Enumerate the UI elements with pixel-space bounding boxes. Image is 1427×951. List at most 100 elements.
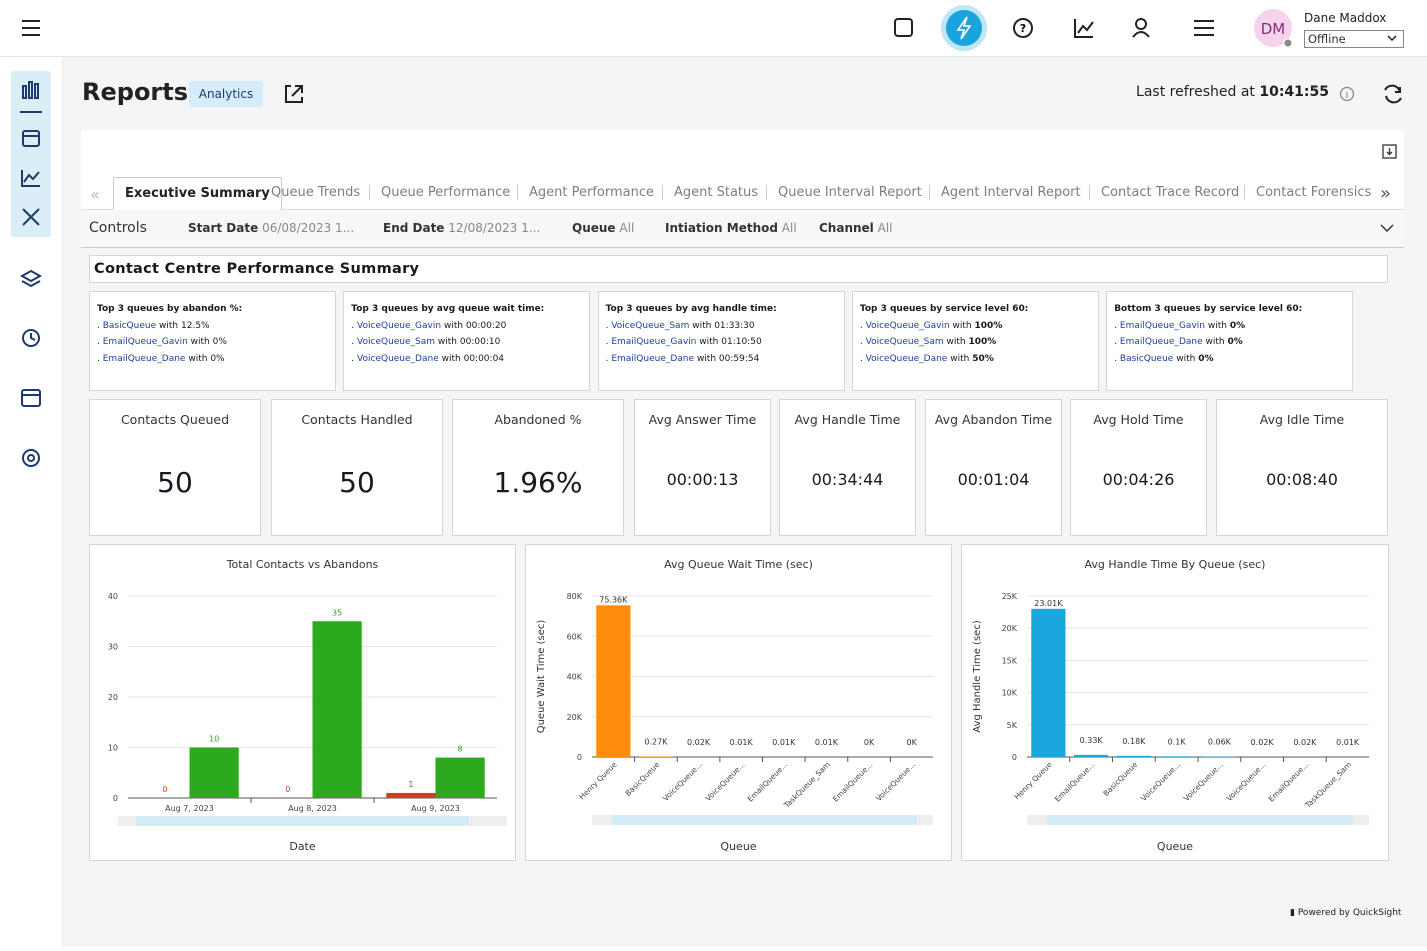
summary-connector: with <box>1206 337 1225 347</box>
filter[interactable]: Start Date 06/08/2023 1... <box>188 221 354 235</box>
summary-queue[interactable]: VoiceQueue_Sam <box>357 337 435 347</box>
y-tick-label: 80K <box>567 592 583 601</box>
report-tab[interactable]: Queue Trends <box>270 177 361 209</box>
summary-heading: Bottom 3 queues by service level 60: <box>1114 301 1345 318</box>
menu-button[interactable] <box>22 21 40 35</box>
tab-separator <box>517 185 518 200</box>
users-icon[interactable] <box>1136 19 1146 29</box>
footer-text: Powered by QuickSight <box>1298 908 1402 918</box>
summary-value: 50% <box>972 354 994 364</box>
filter[interactable]: Queue All <box>572 221 634 235</box>
summary-item: . VoiceQueue_Dane with 00:00:04 <box>351 351 582 368</box>
kpi-label: Contacts Handled <box>272 412 442 427</box>
summary-value: 12.5% <box>181 321 210 331</box>
summary-queue[interactable]: VoiceQueue_Dane <box>866 354 948 364</box>
svg-text:?: ? <box>1020 22 1026 35</box>
filter-value: 06/08/2023 1... <box>262 221 354 235</box>
data-label: 0.06K <box>1208 738 1232 747</box>
data-label: 0 <box>285 785 290 794</box>
kpi-card: Contacts Handled50 <box>271 399 443 536</box>
refresh-status: Last refreshed at 10:41:55 <box>1100 84 1329 100</box>
x-tick-label: Aug 9, 2023 <box>411 804 460 813</box>
summary-item: . VoiceQueue_Sam with 100% <box>860 334 1091 351</box>
open-external-icon[interactable] <box>282 82 306 106</box>
summary-value: 100% <box>969 337 997 347</box>
chart-card: Total Contacts vs AbandonsDate0102030400… <box>89 544 516 861</box>
filter[interactable]: Channel All <box>819 221 893 235</box>
report-tab[interactable]: Agent Status <box>673 177 759 209</box>
window-icon[interactable] <box>22 390 40 406</box>
settings-sliders-icon[interactable] <box>1194 21 1214 35</box>
data-label: 0 <box>162 785 167 794</box>
summary-item: . EmailQueue_Gavin with 01:10:50 <box>606 334 837 351</box>
report-tab[interactable]: Queue Interval Report <box>777 177 923 209</box>
report-tab[interactable]: Agent Interval Report <box>940 177 1082 209</box>
kpi-value: 1.96% <box>453 466 623 499</box>
filter-name: Queue <box>572 221 616 235</box>
kpi-value: 00:34:44 <box>780 470 915 489</box>
kpi-card: Avg Handle Time00:34:44 <box>779 399 916 536</box>
data-label: 75.36K <box>599 595 628 604</box>
notes-icon[interactable] <box>895 19 912 36</box>
tabs-scroll-left[interactable]: « <box>90 185 100 204</box>
summary-value: 0% <box>1230 321 1245 331</box>
top-icons: ? DM Dane Maddox Offline <box>0 0 1427 56</box>
x-tick-label: VoiceQueue... <box>874 760 917 803</box>
summary-queue[interactable]: BasicQueue <box>1120 354 1173 364</box>
bar <box>436 758 485 798</box>
data-label: 1 <box>408 780 413 789</box>
report-tab[interactable]: Executive Summary <box>113 177 282 210</box>
filter[interactable]: End Date 12/08/2023 1... <box>383 221 540 235</box>
summary-queue[interactable]: EmailQueue_Gavin <box>103 337 188 347</box>
filter-value: 12/08/2023 1... <box>448 221 540 235</box>
summary-queue[interactable]: EmailQueue_Dane <box>103 354 186 364</box>
kpi-card: Abandoned %1.96% <box>452 399 624 536</box>
summary-queue[interactable]: EmailQueue_Dane <box>1120 337 1203 347</box>
summary-queue[interactable]: EmailQueue_Gavin <box>1120 321 1205 331</box>
summary-connector: with <box>188 354 207 364</box>
tab-separator <box>369 185 370 200</box>
summary-queue[interactable]: VoiceQueue_Dane <box>357 354 439 364</box>
summary-box: Top 3 queues by service level 60:. Voice… <box>852 291 1099 391</box>
report-tab[interactable]: Agent Performance <box>528 177 655 209</box>
x-tick-label: EmailQueue... <box>831 760 875 804</box>
summary-connector: with <box>442 354 461 364</box>
x-tick-label: TaskQueue_Sam <box>1303 760 1353 810</box>
settings-icon[interactable] <box>23 450 39 466</box>
refresh-label: Last refreshed at <box>1136 84 1255 100</box>
summary-queue[interactable]: EmailQueue_Dane <box>611 354 694 364</box>
kpi-value: 00:00:13 <box>635 470 770 489</box>
controls-expand[interactable] <box>1379 222 1395 234</box>
analytics-badge[interactable]: Analytics <box>189 81 263 107</box>
sidebar-icons <box>0 57 62 947</box>
layers-icon[interactable] <box>22 271 40 286</box>
y-tick-label: 25K <box>1002 592 1018 601</box>
chart: Avg Handle Time By Queue (sec)QueueAvg H… <box>961 544 1389 861</box>
summary-queue[interactable]: EmailQueue_Gavin <box>611 337 696 347</box>
summary-queue[interactable]: VoiceQueue_Gavin <box>357 321 441 331</box>
x-tick-label: EmailQueue... <box>746 760 790 804</box>
summary-queue[interactable]: VoiceQueue_Sam <box>611 321 689 331</box>
footer: ▮ Powered by QuickSight <box>1290 908 1401 918</box>
download-icon[interactable] <box>1380 143 1400 161</box>
y-tick-label: 0 <box>113 794 118 803</box>
top-bar: ? DM Dane Maddox Offline <box>0 0 1427 57</box>
refresh-button[interactable] <box>1385 86 1401 103</box>
summary-value: 0% <box>1228 337 1243 347</box>
report-tab[interactable]: Queue Performance <box>380 177 511 209</box>
x-tick-label: VoiceQueue... <box>1225 760 1268 803</box>
summary-queue[interactable]: VoiceQueue_Gavin <box>866 321 950 331</box>
tabs-scroll-right[interactable]: » <box>1380 183 1391 204</box>
page-title: Reports <box>82 78 188 106</box>
summary-title-bar: Contact Centre Performance Summary <box>89 255 1388 283</box>
summary-queue[interactable]: VoiceQueue_Sam <box>866 337 944 347</box>
bar <box>190 748 239 799</box>
kpi-label: Avg Idle Time <box>1217 412 1387 427</box>
filter[interactable]: Intiation Method All <box>665 221 797 235</box>
summary-queue[interactable]: BasicQueue <box>103 321 156 331</box>
kpi-card: Avg Abandon Time00:01:04 <box>925 399 1062 536</box>
bar <box>1117 756 1151 757</box>
report-tab[interactable]: Contact Trace Record <box>1100 177 1240 209</box>
x-axis-title: Queue <box>720 840 756 853</box>
report-tab[interactable]: Contact Forensics <box>1255 177 1372 209</box>
